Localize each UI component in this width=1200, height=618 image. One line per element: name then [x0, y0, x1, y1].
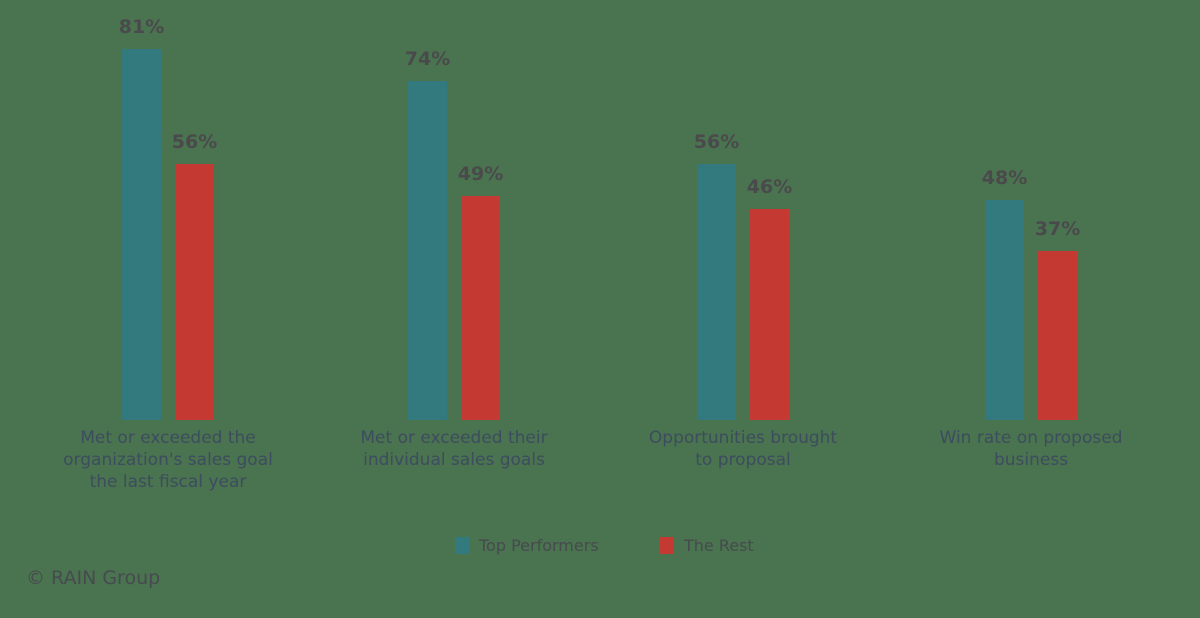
- category-label: Win rate on proposed business: [939, 428, 1123, 470]
- legend-item-top-performers: Top Performers: [455, 536, 599, 555]
- value-label: 46%: [746, 176, 793, 199]
- bar-top-performers: [408, 81, 447, 420]
- bar-top-performers: [697, 163, 736, 420]
- bar-the-rest: [750, 209, 789, 420]
- legend-item-the-rest: The Rest: [660, 536, 754, 555]
- value-label: 74%: [404, 48, 451, 71]
- legend-label: The Rest: [684, 536, 754, 555]
- value-label: 81%: [118, 16, 165, 39]
- value-label: 56%: [171, 130, 218, 153]
- copyright: © RAIN Group: [26, 567, 161, 589]
- bar-top-performers: [122, 49, 161, 420]
- legend-label: Top Performers: [479, 536, 599, 555]
- legend: Top Performers The Rest: [0, 536, 1200, 560]
- value-label: 48%: [981, 167, 1028, 190]
- bar-the-rest: [175, 163, 214, 420]
- category-label: Met or exceeded their individual sales g…: [360, 428, 548, 470]
- category-label: Met or exceeded the organization's sales…: [63, 428, 273, 492]
- legend-swatch-the-rest: [660, 537, 674, 554]
- bar-top-performers: [985, 200, 1024, 420]
- bar-the-rest: [461, 195, 500, 420]
- bar-the-rest: [1038, 250, 1077, 420]
- value-label: 49%: [457, 162, 504, 185]
- value-label: 37%: [1034, 217, 1081, 240]
- legend-swatch-top-performers: [455, 537, 469, 554]
- value-label: 56%: [693, 130, 740, 153]
- category-label: Opportunities brought to proposal: [648, 428, 838, 470]
